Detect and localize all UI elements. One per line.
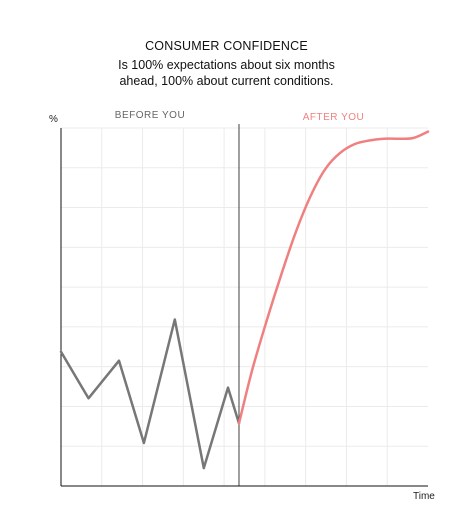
chart-subtitle: Is 100% expectations about six months ah… <box>0 57 453 89</box>
series-before-line <box>59 318 241 470</box>
series-after-line <box>237 130 430 425</box>
chart-title: CONSUMER CONFIDENCE <box>145 39 308 53</box>
x-axis-label: Time <box>413 491 435 502</box>
before-you-label: BEFORE YOU <box>115 110 185 121</box>
chart-subtitle-line-1: Is 100% expectations about six months <box>118 58 335 72</box>
grid-lines <box>61 127 428 486</box>
y-axis-label: % <box>49 114 58 125</box>
after-you-label: AFTER YOU <box>303 112 365 123</box>
chart-subtitle-line-2: ahead, 100% about current conditions. <box>119 74 334 88</box>
